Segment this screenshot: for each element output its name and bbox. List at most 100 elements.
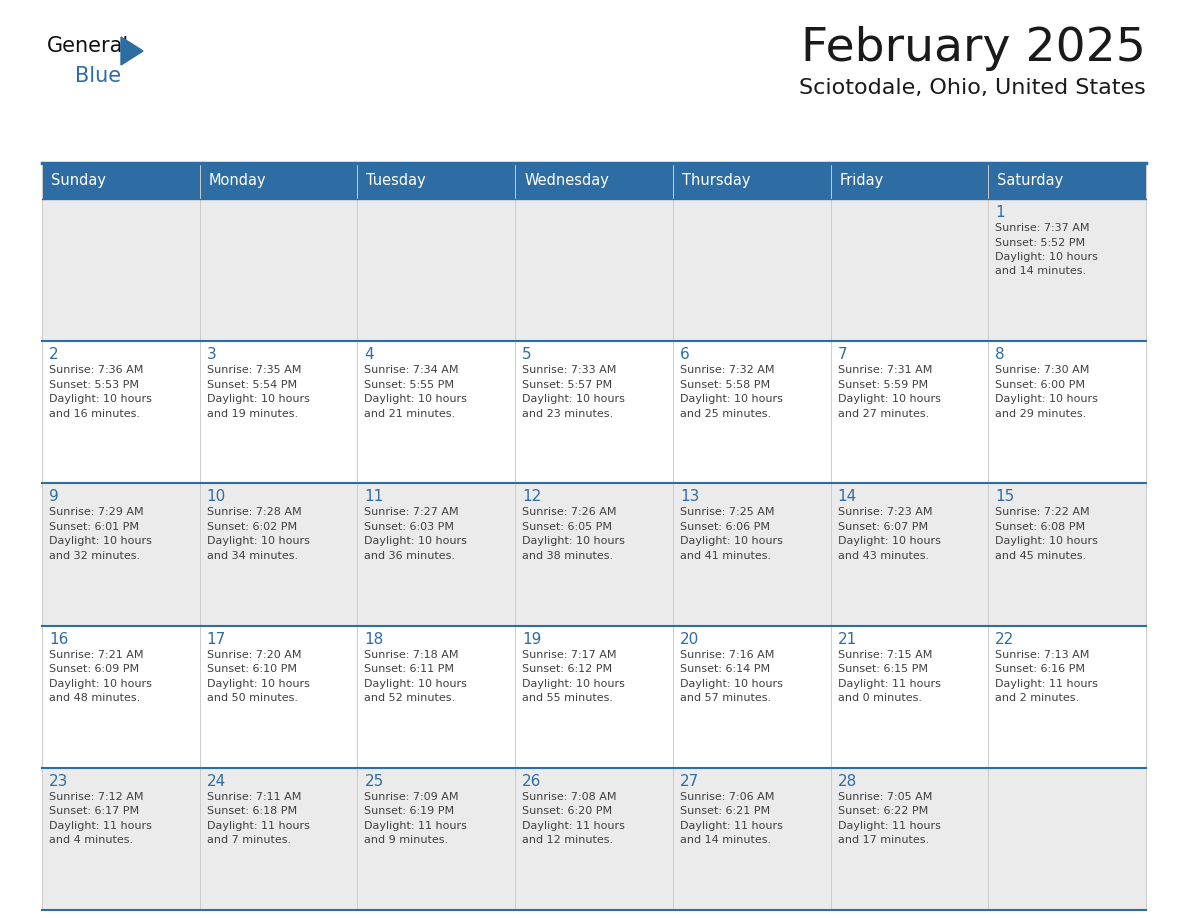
Text: 28: 28 bbox=[838, 774, 857, 789]
Text: Daylight: 11 hours: Daylight: 11 hours bbox=[49, 821, 152, 831]
Text: Sunset: 6:15 PM: Sunset: 6:15 PM bbox=[838, 664, 928, 674]
Text: Daylight: 10 hours: Daylight: 10 hours bbox=[523, 394, 625, 404]
Text: Sunset: 6:00 PM: Sunset: 6:00 PM bbox=[996, 380, 1086, 390]
Bar bbox=[672, 199, 830, 341]
Text: 25: 25 bbox=[365, 774, 384, 789]
Text: 4: 4 bbox=[365, 347, 374, 363]
Bar bbox=[42, 163, 200, 199]
Text: Sunset: 5:54 PM: Sunset: 5:54 PM bbox=[207, 380, 297, 390]
Text: Saturday: Saturday bbox=[997, 174, 1063, 188]
Bar bbox=[200, 341, 358, 484]
Text: Daylight: 10 hours: Daylight: 10 hours bbox=[365, 536, 467, 546]
Text: and 4 minutes.: and 4 minutes. bbox=[49, 835, 133, 845]
Text: Daylight: 10 hours: Daylight: 10 hours bbox=[680, 678, 783, 688]
Bar bbox=[42, 199, 200, 341]
Text: and 2 minutes.: and 2 minutes. bbox=[996, 693, 1080, 703]
Text: General: General bbox=[48, 36, 129, 56]
Text: 2: 2 bbox=[49, 347, 58, 363]
Text: Friday: Friday bbox=[840, 174, 884, 188]
Text: and 52 minutes.: and 52 minutes. bbox=[365, 693, 455, 703]
Text: Sunrise: 7:32 AM: Sunrise: 7:32 AM bbox=[680, 365, 775, 375]
Text: Sunset: 5:59 PM: Sunset: 5:59 PM bbox=[838, 380, 928, 390]
Text: and 25 minutes.: and 25 minutes. bbox=[680, 409, 771, 419]
Text: Sunset: 6:11 PM: Sunset: 6:11 PM bbox=[365, 664, 455, 674]
Text: Sunset: 6:07 PM: Sunset: 6:07 PM bbox=[838, 522, 928, 532]
Text: Sunrise: 7:16 AM: Sunrise: 7:16 AM bbox=[680, 650, 775, 660]
Text: Daylight: 10 hours: Daylight: 10 hours bbox=[523, 678, 625, 688]
Text: Sunrise: 7:15 AM: Sunrise: 7:15 AM bbox=[838, 650, 931, 660]
Bar bbox=[358, 767, 516, 910]
Text: Sunrise: 7:21 AM: Sunrise: 7:21 AM bbox=[49, 650, 144, 660]
Bar bbox=[988, 199, 1146, 341]
Bar bbox=[988, 767, 1146, 910]
Bar bbox=[988, 484, 1146, 625]
Text: Sunset: 6:18 PM: Sunset: 6:18 PM bbox=[207, 806, 297, 816]
Text: Sunrise: 7:23 AM: Sunrise: 7:23 AM bbox=[838, 508, 933, 518]
Bar bbox=[830, 484, 988, 625]
Text: Sunset: 6:06 PM: Sunset: 6:06 PM bbox=[680, 522, 770, 532]
Text: and 45 minutes.: and 45 minutes. bbox=[996, 551, 1086, 561]
Text: and 41 minutes.: and 41 minutes. bbox=[680, 551, 771, 561]
Bar bbox=[672, 163, 830, 199]
Text: Sunrise: 7:25 AM: Sunrise: 7:25 AM bbox=[680, 508, 775, 518]
Bar bbox=[516, 199, 672, 341]
Text: Daylight: 10 hours: Daylight: 10 hours bbox=[996, 252, 1098, 262]
Bar bbox=[358, 163, 516, 199]
Text: and 29 minutes.: and 29 minutes. bbox=[996, 409, 1087, 419]
Text: Sunrise: 7:11 AM: Sunrise: 7:11 AM bbox=[207, 792, 301, 801]
Text: Sunrise: 7:09 AM: Sunrise: 7:09 AM bbox=[365, 792, 459, 801]
Text: Sunrise: 7:12 AM: Sunrise: 7:12 AM bbox=[49, 792, 144, 801]
Text: and 34 minutes.: and 34 minutes. bbox=[207, 551, 298, 561]
Text: Sunrise: 7:37 AM: Sunrise: 7:37 AM bbox=[996, 223, 1089, 233]
Text: and 19 minutes.: and 19 minutes. bbox=[207, 409, 298, 419]
Text: Sunrise: 7:06 AM: Sunrise: 7:06 AM bbox=[680, 792, 775, 801]
Text: Sunset: 5:58 PM: Sunset: 5:58 PM bbox=[680, 380, 770, 390]
Text: 17: 17 bbox=[207, 632, 226, 646]
Bar bbox=[42, 767, 200, 910]
Text: 19: 19 bbox=[523, 632, 542, 646]
Text: Sunrise: 7:34 AM: Sunrise: 7:34 AM bbox=[365, 365, 459, 375]
Text: 23: 23 bbox=[49, 774, 69, 789]
Text: Daylight: 10 hours: Daylight: 10 hours bbox=[680, 394, 783, 404]
Text: 16: 16 bbox=[49, 632, 69, 646]
Text: Daylight: 11 hours: Daylight: 11 hours bbox=[838, 821, 941, 831]
Bar bbox=[830, 163, 988, 199]
Text: Sunrise: 7:22 AM: Sunrise: 7:22 AM bbox=[996, 508, 1089, 518]
Text: Sunset: 6:21 PM: Sunset: 6:21 PM bbox=[680, 806, 770, 816]
Bar bbox=[358, 341, 516, 484]
Text: Blue: Blue bbox=[75, 66, 121, 86]
Text: Sunrise: 7:31 AM: Sunrise: 7:31 AM bbox=[838, 365, 931, 375]
Text: Sunset: 6:10 PM: Sunset: 6:10 PM bbox=[207, 664, 297, 674]
Text: Daylight: 11 hours: Daylight: 11 hours bbox=[207, 821, 310, 831]
Bar bbox=[200, 484, 358, 625]
Text: Daylight: 10 hours: Daylight: 10 hours bbox=[207, 678, 310, 688]
Text: Sunrise: 7:08 AM: Sunrise: 7:08 AM bbox=[523, 792, 617, 801]
Text: 27: 27 bbox=[680, 774, 699, 789]
Text: 1: 1 bbox=[996, 205, 1005, 220]
Text: and 14 minutes.: and 14 minutes. bbox=[680, 835, 771, 845]
Bar bbox=[988, 341, 1146, 484]
Text: 26: 26 bbox=[523, 774, 542, 789]
Text: and 0 minutes.: and 0 minutes. bbox=[838, 693, 922, 703]
Bar bbox=[988, 163, 1146, 199]
Text: 20: 20 bbox=[680, 632, 699, 646]
Bar bbox=[830, 625, 988, 767]
Text: Monday: Monday bbox=[209, 174, 266, 188]
Text: Sunset: 6:19 PM: Sunset: 6:19 PM bbox=[365, 806, 455, 816]
Text: Sunrise: 7:28 AM: Sunrise: 7:28 AM bbox=[207, 508, 302, 518]
Text: and 43 minutes.: and 43 minutes. bbox=[838, 551, 929, 561]
Bar bbox=[200, 199, 358, 341]
Bar bbox=[516, 625, 672, 767]
Text: Sunrise: 7:05 AM: Sunrise: 7:05 AM bbox=[838, 792, 931, 801]
Text: and 21 minutes.: and 21 minutes. bbox=[365, 409, 455, 419]
Text: Sunrise: 7:13 AM: Sunrise: 7:13 AM bbox=[996, 650, 1089, 660]
Bar bbox=[830, 199, 988, 341]
Bar bbox=[200, 625, 358, 767]
Bar bbox=[200, 163, 358, 199]
Text: 12: 12 bbox=[523, 489, 542, 504]
Text: Daylight: 10 hours: Daylight: 10 hours bbox=[838, 536, 941, 546]
Text: Daylight: 11 hours: Daylight: 11 hours bbox=[680, 821, 783, 831]
Text: Daylight: 10 hours: Daylight: 10 hours bbox=[49, 536, 152, 546]
Text: and 17 minutes.: and 17 minutes. bbox=[838, 835, 929, 845]
Text: Sunday: Sunday bbox=[51, 174, 106, 188]
